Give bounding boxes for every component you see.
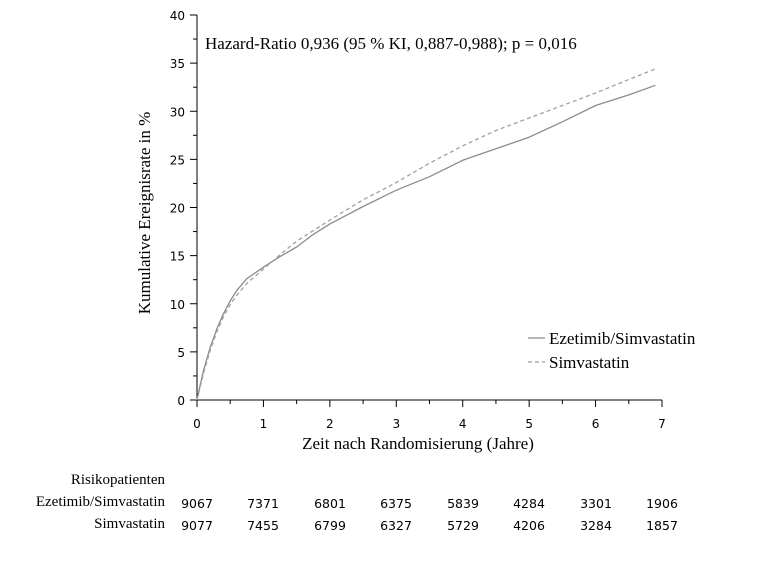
series-line-simvastatin [196, 68, 656, 401]
y-tick-label: 40 [170, 9, 185, 23]
risk-cell: 3301 [580, 496, 612, 511]
x-tick-label: 3 [392, 417, 400, 431]
y-tick-label: 25 [170, 153, 185, 167]
y-tick-label: 35 [170, 57, 185, 71]
risk-row-ezetimib-simvastatin: Ezetimib/Simvastatin 9067 7371 6801 6375… [0, 494, 757, 516]
y-tick-label: 15 [170, 250, 185, 264]
y-axis-label: Kumulative Ereignisrate in % [135, 112, 154, 315]
series-line-ezetimib-simvastatin [196, 84, 656, 401]
axis-ticks: 0 1 2 3 4 5 6 7 0 5 10 15 20 25 30 35 40 [170, 9, 666, 431]
legend: Ezetimib/Simvastatin Simvastatin [528, 329, 696, 372]
x-tick-label: 1 [260, 417, 268, 431]
risk-cell: 7455 [247, 518, 279, 533]
risk-table: Risikopatienten Ezetimib/Simvastatin 906… [0, 470, 757, 560]
risk-cell: 9077 [181, 518, 213, 533]
risk-cell: 1857 [646, 518, 678, 533]
x-tick-label: 4 [459, 417, 467, 431]
risk-cell: 5839 [447, 496, 479, 511]
kaplan-meier-chart: 0 1 2 3 4 5 6 7 0 5 10 15 20 25 30 35 40 Hazard-Ratio 0,… [135, 9, 696, 453]
risk-cell: 5729 [447, 518, 479, 533]
x-tick-label: 0 [193, 417, 201, 431]
risk-cell: 6327 [380, 518, 412, 533]
risk-cell: 6801 [314, 496, 346, 511]
risk-cell: 4206 [513, 518, 545, 533]
y-tick-label: 30 [170, 105, 185, 119]
legend-label-simvastatin: Simvastatin [549, 353, 630, 372]
x-tick-label: 7 [658, 417, 666, 431]
risk-row-label: Ezetimib/Simvastatin [35, 494, 165, 510]
risk-cell: 1906 [646, 496, 678, 511]
risk-table-header: Risikopatienten [0, 472, 757, 494]
risk-cell: 7371 [247, 496, 279, 511]
legend-label-ezetimib-simvastatin: Ezetimib/Simvastatin [549, 329, 696, 348]
x-tick-label: 2 [326, 417, 334, 431]
y-tick-label: 0 [177, 394, 185, 408]
hazard-ratio-annotation: Hazard-Ratio 0,936 (95 % KI, 0,887-0,988… [205, 34, 577, 53]
risk-row-label: Simvastatin [94, 516, 165, 532]
risk-cell: 9067 [181, 496, 213, 511]
risk-cell: 6375 [380, 496, 412, 511]
series-lines [196, 68, 656, 401]
y-tick-label: 20 [170, 202, 185, 216]
risk-cell: 6799 [314, 518, 346, 533]
risk-row-simvastatin: Simvastatin 9077 7455 6799 6327 5729 420… [0, 516, 757, 538]
risk-table-title: Risikopatienten [70, 472, 165, 488]
y-tick-label: 5 [177, 346, 185, 360]
x-axis-label: Zeit nach Randomisierung (Jahre) [302, 434, 534, 453]
risk-cell: 3284 [580, 518, 612, 533]
x-tick-label: 6 [592, 417, 600, 431]
y-tick-label: 10 [170, 298, 185, 312]
risk-cell: 4284 [513, 496, 545, 511]
x-tick-label: 5 [525, 417, 533, 431]
